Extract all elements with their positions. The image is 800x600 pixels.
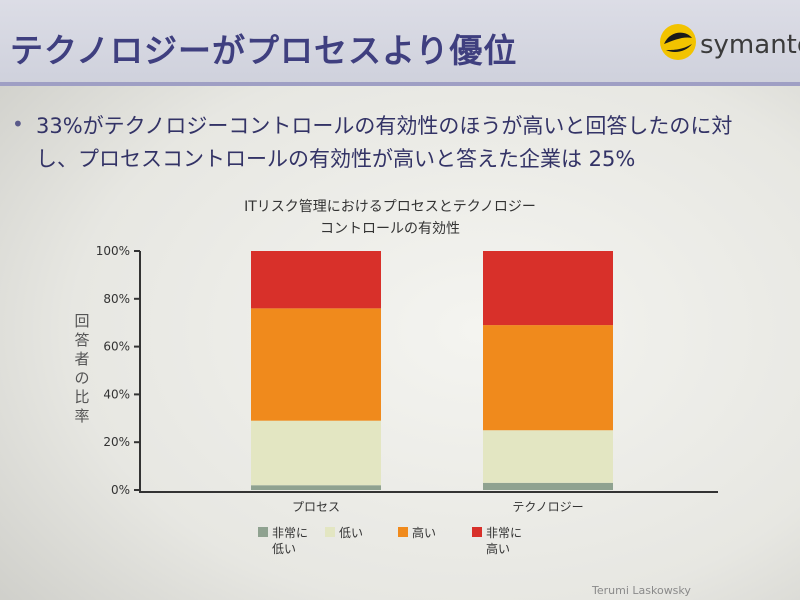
bar-segment: [251, 308, 381, 421]
legend-label: 高い: [486, 541, 510, 556]
y-axis-label-char: 答: [74, 331, 89, 349]
x-tick-label: プロセス: [292, 500, 340, 514]
chart-title: ITリスク管理におけるプロセスとテクノロジー コントロールの有効性: [200, 196, 580, 240]
brand-name: symantec.: [700, 30, 800, 60]
y-tick-label: 0%: [111, 483, 130, 497]
y-tick-label: 100%: [96, 244, 130, 258]
legend-swatch: [325, 527, 335, 537]
legend-swatch: [258, 527, 268, 537]
bar-segment: [483, 430, 613, 483]
bullet-line-1: 33%がテクノロジーコントロールの有効性のほうが高いと回答したのに対: [36, 114, 733, 138]
y-axis-label-char: 率: [74, 407, 89, 425]
y-axis-label-char: 回: [74, 312, 89, 330]
legend-label: 高い: [412, 525, 436, 540]
legend-label: 低い: [339, 526, 363, 540]
legend-label: 非常に: [272, 526, 308, 540]
y-tick-label: 80%: [103, 292, 130, 306]
bar-segment: [483, 325, 613, 431]
y-tick-label: 60%: [103, 340, 130, 354]
legend-swatch: [398, 527, 408, 537]
y-axis-label-char: の: [74, 369, 89, 387]
y-axis-label-char: 者: [74, 350, 89, 368]
bullet-line-2: し、プロセスコントロールの有効性が高いと答えた企業は 25%: [36, 147, 636, 171]
y-tick-label: 20%: [103, 435, 130, 449]
chart-title-line-1: ITリスク管理におけるプロセスとテクノロジー: [244, 199, 536, 215]
bar-segment: [483, 251, 613, 326]
bar-segment: [251, 485, 381, 490]
credit-text: Terumi Laskowsky: [592, 584, 691, 597]
x-tick-label: テクノロジー: [512, 500, 583, 514]
bullet-point: • 33%がテクノロジーコントロールの有効性のほうが高いと回答したのに対 し、プ…: [12, 110, 787, 176]
bar-segment: [483, 482, 613, 490]
y-axis-label-char: 比: [74, 388, 89, 406]
slide-title: テクノロジーがプロセスより優位: [10, 31, 518, 70]
y-tick-label: 40%: [103, 387, 130, 401]
bar-segment: [251, 420, 381, 486]
chart-title-line-2: コントロールの有効性: [320, 221, 460, 237]
legend-swatch: [472, 527, 482, 537]
legend-label: 非常に: [486, 526, 522, 540]
symantec-logo-icon: [660, 24, 696, 60]
header-divider: [0, 82, 800, 86]
bar-segment: [251, 251, 381, 309]
bullet-icon: •: [12, 112, 24, 136]
legend-label: 低い: [272, 542, 296, 556]
